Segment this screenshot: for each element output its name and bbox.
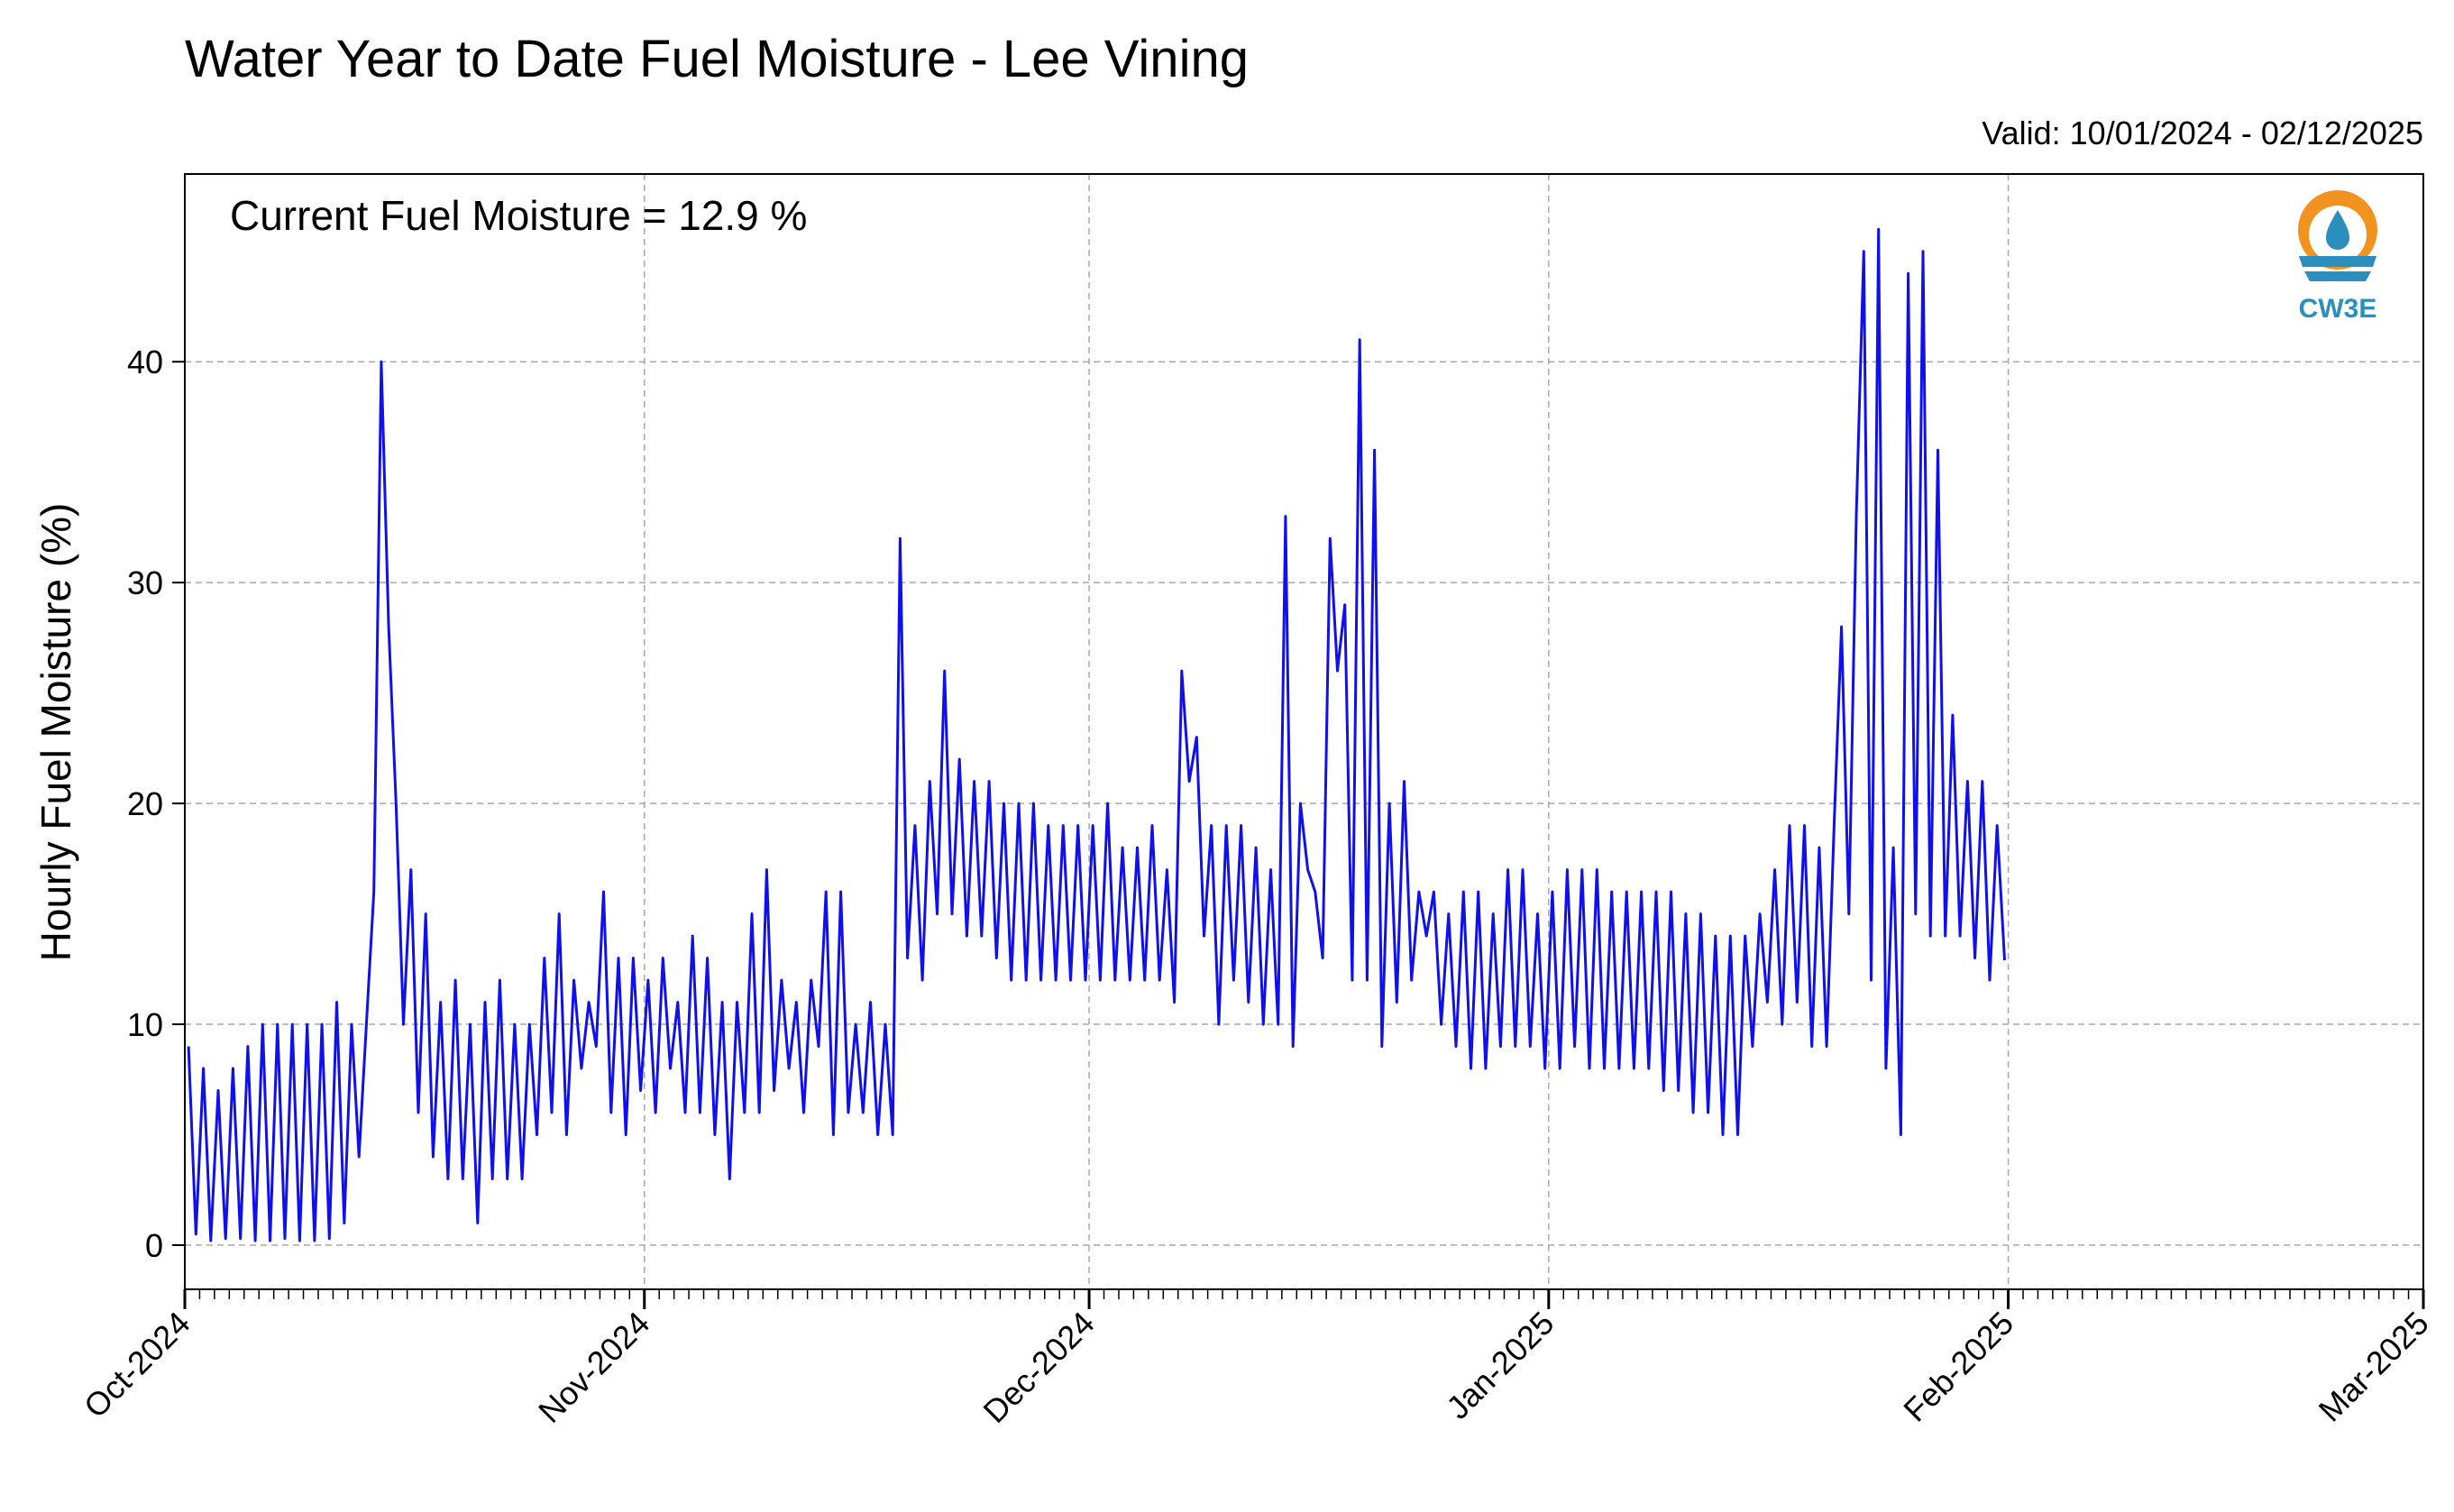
chart-subtitle: Valid: 10/01/2024 - 02/12/2025 — [1982, 115, 2423, 151]
y-tick-label: 40 — [127, 344, 163, 380]
current-moisture-annotation: Current Fuel Moisture = 12.9 % — [230, 192, 807, 239]
y-axis-ticks: 0 10 20 30 40 — [127, 344, 185, 1264]
chart-title: Water Year to Date Fuel Moisture - Lee V… — [185, 30, 1249, 88]
y-tick-label: 20 — [127, 785, 163, 822]
plot-frame — [184, 173, 2424, 1290]
logo-wave-1 — [2299, 256, 2376, 267]
cw3e-logo: CW3E — [2298, 190, 2377, 324]
y-tick-label: 0 — [145, 1227, 163, 1264]
logo-wave-2 — [2304, 271, 2371, 281]
y-tick-label: 30 — [127, 564, 163, 601]
water-drop-icon — [2326, 210, 2349, 250]
y-axis-label: Hourly Fuel Moisture (%) — [32, 503, 79, 962]
y-tick-label: 10 — [127, 1006, 163, 1043]
fuel-moisture-line — [187, 227, 2006, 1242]
logo-text: CW3E — [2299, 294, 2377, 324]
